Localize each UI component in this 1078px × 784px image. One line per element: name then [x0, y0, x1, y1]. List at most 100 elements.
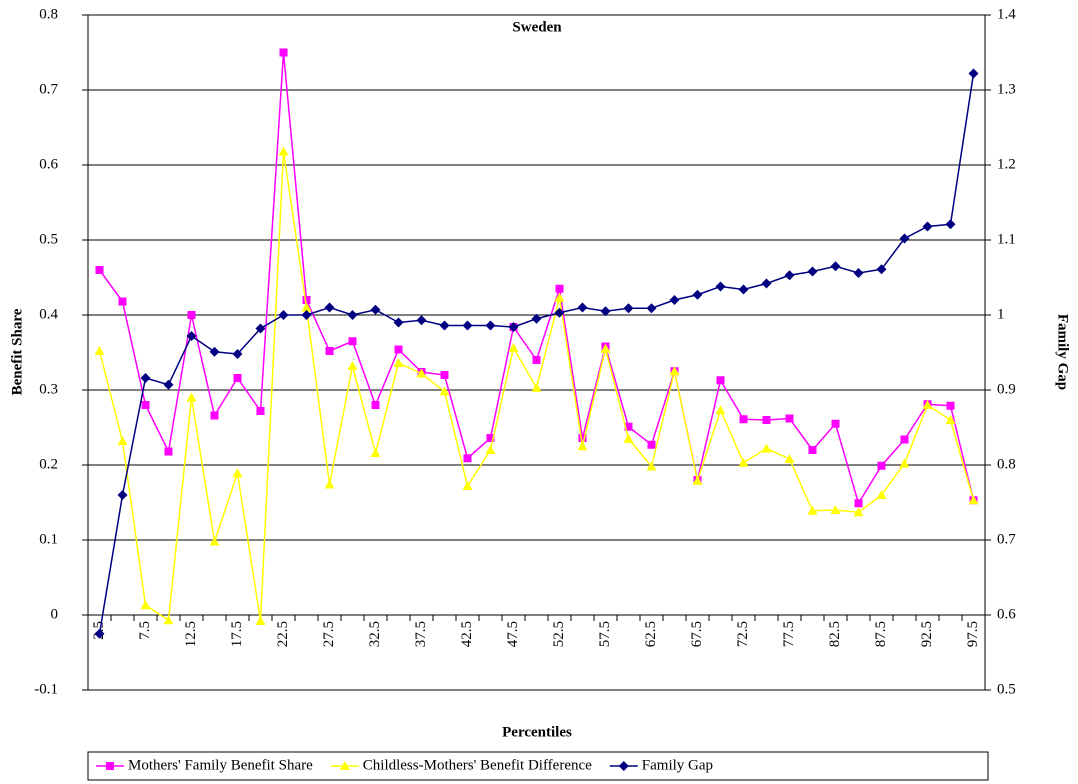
data-point: [555, 284, 564, 293]
data-point: [394, 345, 403, 354]
series-line: [98, 73, 975, 634]
y-tick-label: -0.1: [34, 681, 58, 697]
legend-label: Family Gap: [642, 757, 713, 773]
data-point: [255, 323, 266, 334]
data-point: [554, 307, 565, 318]
data-point: [807, 266, 818, 277]
x-tick-label: 22.5: [275, 621, 291, 647]
data-point: [163, 379, 174, 390]
data-point: [462, 481, 473, 490]
data-point: [899, 233, 910, 244]
data-point: [761, 443, 772, 453]
data-point: [532, 356, 541, 364]
legend-label: Mothers' Family Benefit Share: [128, 757, 313, 773]
data-point: [647, 440, 656, 449]
data-point: [922, 221, 933, 232]
x-tick-label: 37.5: [413, 621, 429, 647]
data-point: [94, 628, 105, 639]
x-tick-label: 47.5: [505, 621, 521, 647]
data-point: [278, 310, 289, 320]
data-point: [209, 536, 220, 546]
data-point: [624, 422, 633, 431]
data-point: [117, 436, 128, 445]
data-point: [256, 407, 265, 415]
chart-subtitle: Sweden: [512, 19, 562, 35]
data-point: [785, 414, 794, 423]
data-point: [876, 264, 887, 275]
x-tick-label: 52.5: [551, 621, 567, 647]
x-tick-label: 27.5: [321, 621, 337, 647]
data-point: [830, 261, 841, 272]
data-point: [232, 349, 243, 359]
data-point: [968, 68, 979, 79]
data-point: [738, 284, 749, 295]
y2-tick-label: 0.7: [997, 531, 1016, 547]
x-tick-label: 17.5: [229, 621, 245, 647]
x-tick-label: 82.5: [827, 621, 843, 647]
data-point: [393, 358, 404, 367]
data-point: [600, 343, 611, 353]
y2-tick-label: 1.2: [997, 156, 1016, 172]
data-point: [462, 320, 473, 331]
data-point: [646, 303, 657, 314]
data-point: [347, 361, 358, 370]
data-point: [807, 505, 818, 515]
x-tick-label: 97.5: [965, 621, 981, 647]
data-point: [439, 386, 450, 396]
data-point: [623, 433, 634, 443]
data-point: [209, 346, 220, 357]
data-point: [278, 146, 289, 156]
data-point: [669, 295, 680, 305]
data-point: [853, 507, 864, 517]
y2-tick-label: 0.9: [997, 381, 1016, 397]
x-tick-label: 92.5: [919, 621, 935, 647]
data-point: [140, 600, 151, 610]
data-point: [853, 268, 864, 278]
data-point: [762, 416, 771, 424]
x-axis-title: Percentiles: [502, 724, 572, 740]
y-tick-label: 0.8: [39, 6, 58, 22]
y-tick-label: 0.3: [39, 381, 58, 397]
y-tick-label: 0.2: [39, 456, 58, 472]
data-point: [877, 461, 886, 470]
data-point: [508, 322, 519, 332]
x-tick-label: 67.5: [689, 621, 705, 647]
data-point: [440, 371, 449, 379]
data-point: [393, 317, 404, 328]
data-point: [141, 401, 150, 409]
data-point: [94, 346, 105, 355]
data-point: [692, 475, 703, 485]
data-point: [324, 479, 335, 489]
data-point: [348, 337, 357, 346]
data-point: [255, 616, 266, 625]
data-point: [554, 292, 565, 302]
data-point: [486, 434, 495, 442]
y-tick-label: 0.4: [39, 306, 58, 322]
data-point: [739, 415, 748, 424]
data-point: [577, 441, 588, 451]
data-point: [140, 373, 151, 383]
y-tick-label: 0.7: [39, 81, 58, 97]
data-point: [876, 490, 887, 499]
y2-tick-label: 0.6: [997, 606, 1016, 622]
data-point: [439, 320, 450, 331]
data-point: [187, 311, 196, 319]
data-point: [716, 376, 725, 385]
data-point: [946, 401, 955, 410]
data-point: [738, 457, 749, 467]
data-point: [669, 366, 680, 376]
data-point: [416, 368, 427, 378]
data-point: [968, 495, 979, 505]
y-tick-label: 0: [51, 606, 59, 622]
data-point: [715, 281, 726, 292]
y2-tick-label: 1.3: [997, 81, 1016, 97]
data-point: [233, 374, 242, 382]
data-point: [600, 306, 611, 317]
data-point: [945, 415, 956, 424]
data-point: [324, 302, 335, 313]
legend-marker: [339, 761, 350, 770]
y2-tick-label: 1.4: [997, 6, 1016, 22]
data-point: [302, 296, 311, 304]
data-point: [301, 310, 312, 320]
